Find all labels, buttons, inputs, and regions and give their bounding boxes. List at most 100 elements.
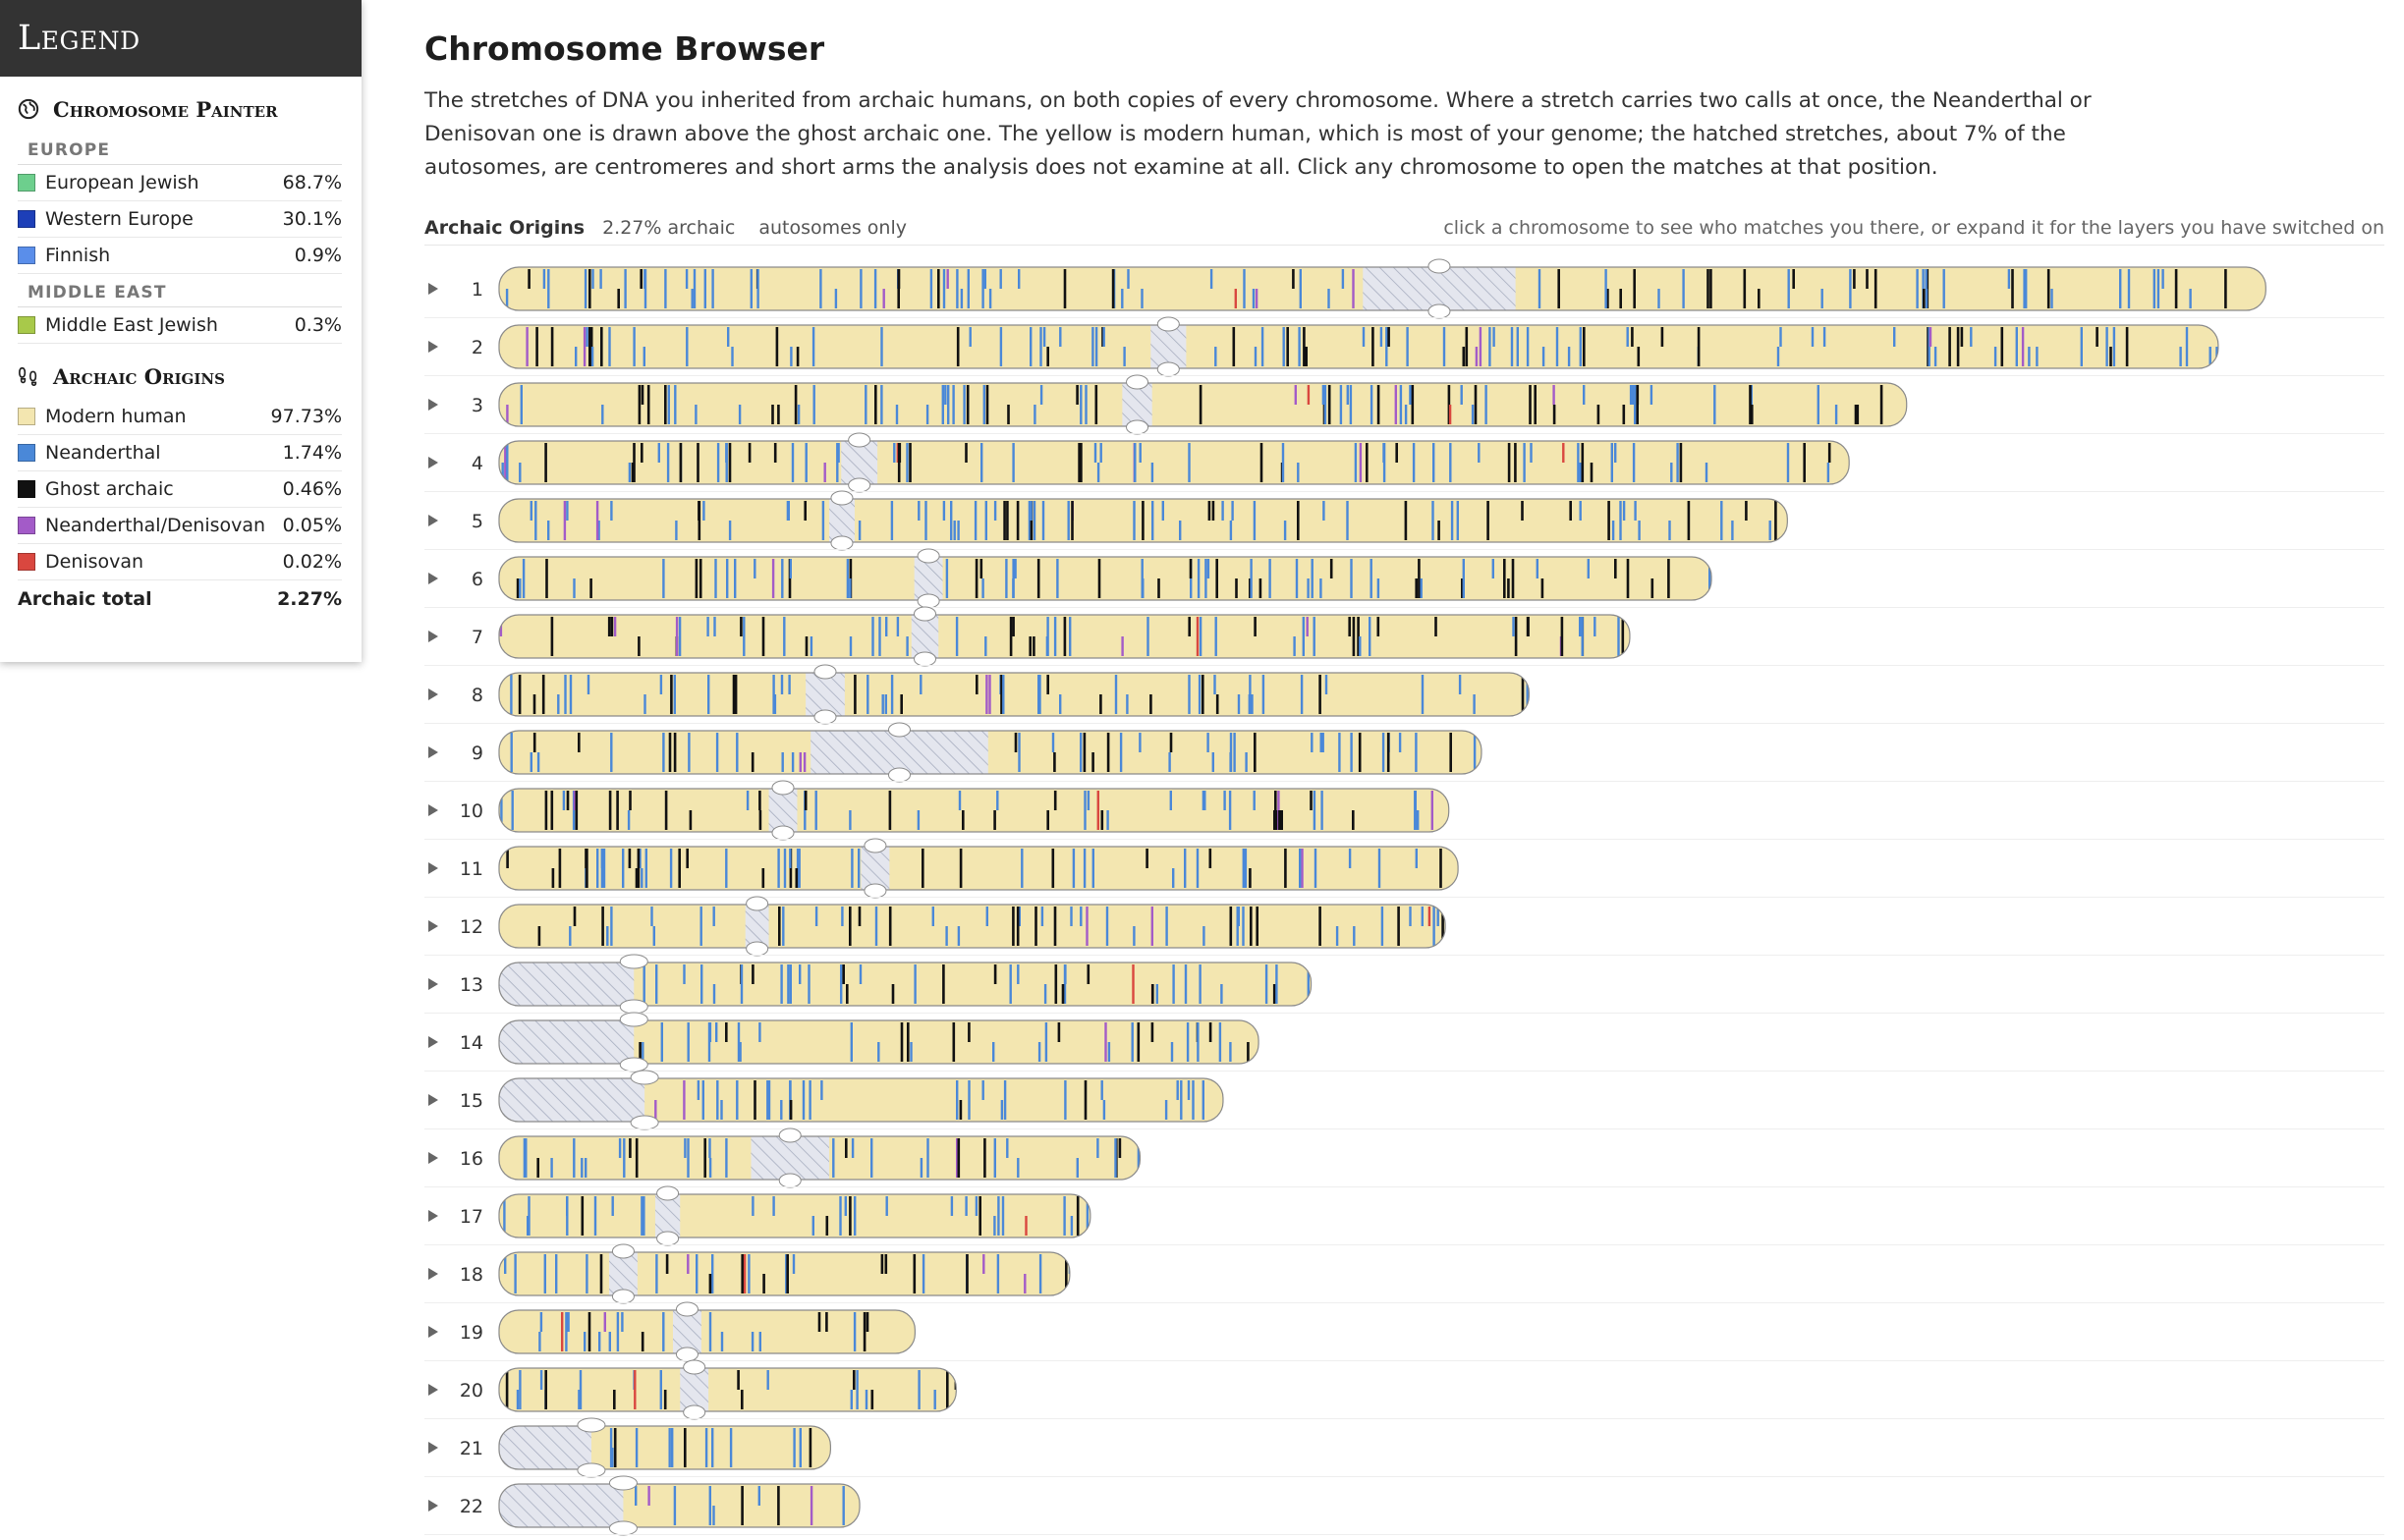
color-swatch [18,553,35,571]
archaic-segment [1516,327,1519,366]
chromosome-5[interactable]: 5 [424,490,2384,551]
chromosome-16[interactable]: 16 [424,1128,2384,1188]
expand-chevron-icon[interactable] [428,862,438,874]
legend-item[interactable]: Neanderthal/Denisovan 0.05% [18,508,342,544]
chromosome-body[interactable] [499,1310,916,1353]
chromosome-22[interactable]: 22 [424,1475,2384,1536]
expand-chevron-icon[interactable] [428,1094,438,1106]
chromosome-body[interactable] [499,1194,1090,1238]
chromosome-body[interactable] [499,673,1530,716]
chromosome-4[interactable]: 4 [424,432,2384,493]
archaic-segment [1353,926,1356,946]
expand-chevron-icon[interactable] [428,746,438,758]
archaic-segment [1198,675,1202,714]
chromosome-outline [498,440,1850,485]
archaic-segment [1596,405,1600,424]
chromosome-8[interactable]: 8 [424,664,2384,725]
archaic-segment [1398,733,1402,752]
legend-item[interactable]: Finnish 0.9% [18,238,342,274]
chromosome-12[interactable]: 12 [424,896,2384,957]
legend-item[interactable]: Modern human 97.73% [18,399,342,435]
chromosome-body[interactable] [499,905,1446,948]
expand-chevron-icon[interactable] [428,631,438,642]
expand-chevron-icon[interactable] [428,688,438,700]
expand-chevron-icon[interactable] [428,1268,438,1280]
expand-chevron-icon[interactable] [428,1500,438,1512]
chromosome-2[interactable]: 2 [424,316,2384,377]
chromosome-body[interactable] [499,1078,1223,1122]
chromosome-body[interactable] [499,325,2218,368]
archaic-segment [665,1254,669,1274]
expand-chevron-icon[interactable] [428,283,438,295]
chromosome-body[interactable] [499,1252,1070,1295]
expand-chevron-icon[interactable] [428,515,438,526]
chromosome-7[interactable]: 7 [424,606,2384,667]
archaic-segment [1439,849,1442,888]
expand-chevron-icon[interactable] [428,1326,438,1338]
archaic-segment [787,964,790,1004]
chromosome-11[interactable]: 11 [424,838,2384,899]
expand-chevron-icon[interactable] [428,573,438,584]
chromosome-9[interactable]: 9 [424,722,2384,783]
archaic-segment [788,675,791,694]
centromere-hatch [608,1252,638,1295]
archaic-segment [683,1080,686,1120]
chromosome-19[interactable]: 19 [424,1301,2384,1362]
expand-chevron-icon[interactable] [428,804,438,816]
archaic-segment [1071,501,1074,540]
chromosome-6[interactable]: 6 [424,548,2384,609]
expand-chevron-icon[interactable] [428,341,438,353]
chromosome-18[interactable]: 18 [424,1243,2384,1304]
expand-chevron-icon[interactable] [428,1036,438,1048]
expand-chevron-icon[interactable] [428,1442,438,1454]
expand-chevron-icon[interactable] [428,920,438,932]
chromosome-body[interactable] [499,441,1850,484]
expand-chevron-icon[interactable] [428,399,438,411]
chromosome-14[interactable]: 14 [424,1012,2384,1072]
archaic-segment [1132,964,1135,1004]
chromosome-body[interactable] [499,731,1482,774]
chromosome-body[interactable] [499,1368,957,1411]
chromosome-13[interactable]: 13 [424,954,2384,1015]
archaic-segment [654,1100,657,1120]
archaic-segment [550,617,554,656]
expand-chevron-icon[interactable] [428,978,438,990]
archaic-segment [1534,385,1537,424]
archaic-segment [1339,385,1343,424]
chromosome-3[interactable]: 3 [424,374,2384,435]
chromosome-20[interactable]: 20 [424,1359,2384,1420]
legend-item[interactable]: Neanderthal 1.74% [18,435,342,471]
chromosome-body[interactable] [499,383,1907,426]
expand-chevron-icon[interactable] [428,1152,438,1164]
legend-item[interactable]: Western Europe 30.1% [18,201,342,238]
archaic-segment [741,1390,744,1409]
chromosome-21[interactable]: 21 [424,1417,2384,1478]
archaic-segment [789,849,792,868]
archaic-segment [1411,385,1415,424]
chromosome-body[interactable] [499,847,1459,890]
archaic-segment [1473,694,1476,714]
expand-chevron-icon[interactable] [428,1210,438,1222]
legend-value: 97.73% [270,406,342,427]
centromere-notch [608,1475,638,1491]
archaic-segment [1196,849,1200,888]
chromosome-label: 17 [460,1206,483,1228]
archaic-segment [621,1312,624,1332]
chromosome-15[interactable]: 15 [424,1070,2384,1130]
expand-chevron-icon[interactable] [428,1384,438,1396]
chromosome-body[interactable] [499,789,1449,832]
archaic-segment [657,443,660,463]
chromosome-10[interactable]: 10 [424,780,2384,841]
chromosome-17[interactable]: 17 [424,1185,2384,1246]
chromosome-1[interactable]: 1 [424,258,2384,319]
legend-item[interactable]: Ghost archaic 0.46% [18,471,342,508]
chromosome-body[interactable] [499,557,1712,600]
archaic-segment [1297,501,1300,540]
archaic-segment [1379,327,1383,347]
legend-item[interactable]: Middle East Jewish 0.3% [18,307,342,344]
archaic-segment [1037,1042,1041,1062]
legend-item[interactable]: European Jewish 68.7% [18,165,342,201]
archaic-segment [708,1312,712,1351]
legend-item[interactable]: Denisovan 0.02% [18,544,342,580]
expand-chevron-icon[interactable] [428,457,438,468]
